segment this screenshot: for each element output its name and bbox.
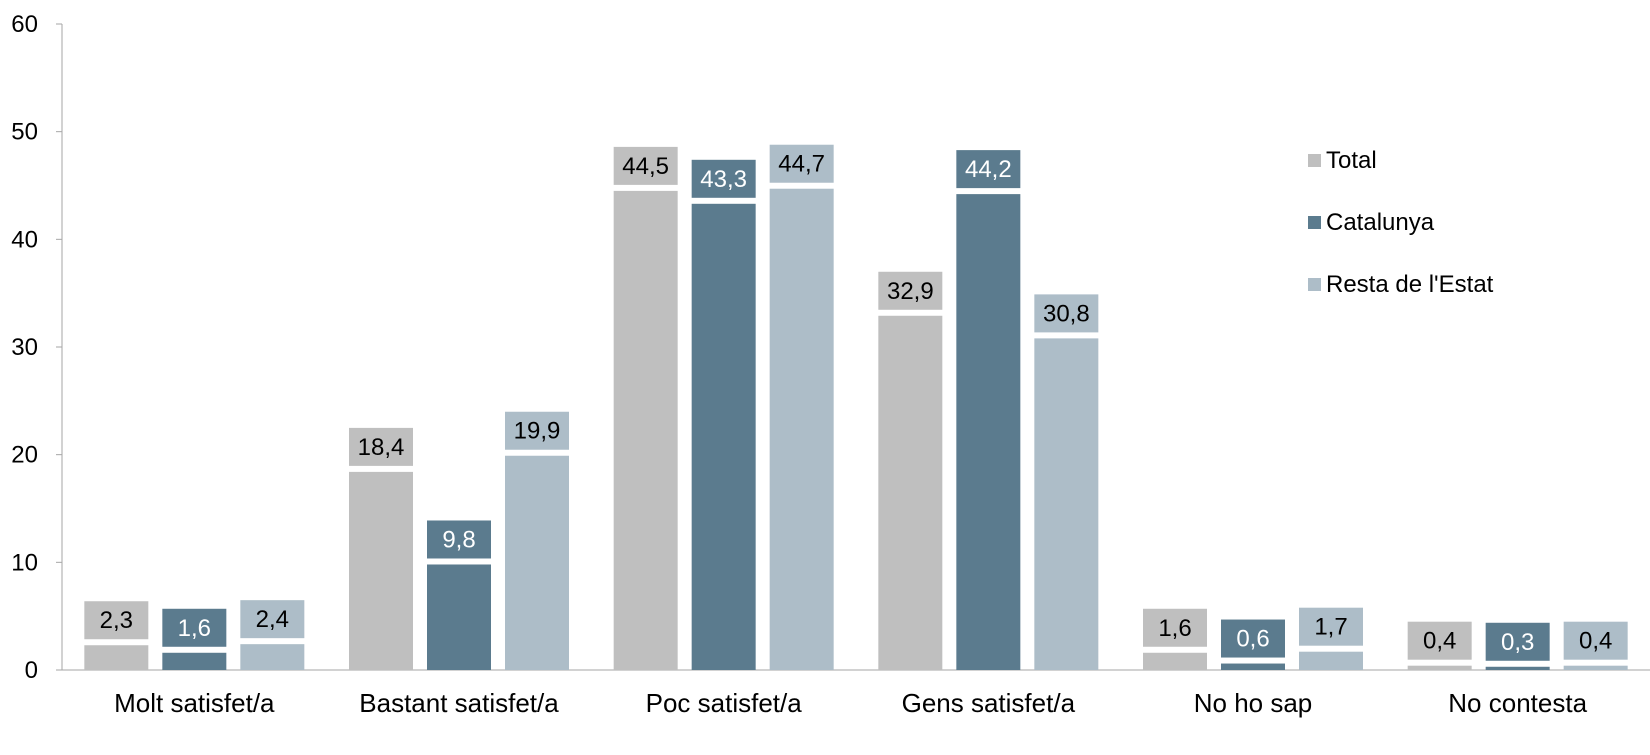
legend-label: Catalunya	[1326, 209, 1435, 236]
data-label: 30,8	[1043, 300, 1090, 327]
bar	[1143, 652, 1207, 670]
legend-label: Resta de l'Estat	[1326, 271, 1494, 298]
data-label-box	[240, 600, 305, 639]
x-category-label: Poc satisfet/a	[646, 688, 803, 718]
bar	[613, 190, 678, 670]
data-label-box	[349, 427, 413, 466]
bar	[691, 203, 756, 670]
data-label: 19,9	[514, 418, 561, 445]
data-label-box	[1299, 607, 1363, 646]
bar	[427, 564, 491, 670]
bar	[505, 455, 569, 670]
y-tick-label: 0	[25, 657, 38, 684]
data-label-box	[427, 520, 491, 559]
data-label-box	[1485, 622, 1550, 661]
data-label-box	[1407, 621, 1472, 660]
data-label: 44,5	[622, 153, 669, 180]
data-label: 1,6	[178, 615, 211, 642]
data-label-box	[878, 271, 943, 310]
y-tick-label: 30	[11, 334, 38, 361]
data-label-box	[162, 608, 227, 647]
legend-swatch	[1308, 216, 1321, 229]
bar	[1563, 665, 1628, 670]
legend: Total Catalunya Resta de l'Estat	[1308, 147, 1494, 298]
bar	[240, 644, 305, 670]
bar	[1034, 338, 1099, 670]
bar	[1407, 665, 1472, 670]
data-label: 2,3	[100, 607, 133, 634]
bars-group	[84, 188, 1628, 671]
data-label-box	[956, 150, 1021, 189]
data-labels-group: 2,3 18,4 44,5 32,9 1,6 0,4 1,6 9,8 43,3 44,2 0,6 0,…	[84, 144, 1628, 661]
y-tick-label: 10	[11, 549, 38, 576]
data-label: 32,9	[887, 278, 934, 305]
data-label: 0,4	[1579, 628, 1612, 655]
y-tick-label: 60	[11, 11, 38, 38]
bar	[84, 645, 149, 670]
bar	[878, 315, 943, 670]
data-label: 0,3	[1501, 629, 1534, 656]
x-category-label: Bastant satisfet/a	[359, 688, 559, 718]
data-label-box	[1143, 608, 1207, 647]
legend-swatch	[1308, 154, 1321, 167]
data-label-box	[769, 144, 834, 183]
data-label: 0,6	[1236, 626, 1269, 653]
y-axis: 0 10 20 30 40 50 60	[11, 11, 63, 684]
bar	[1221, 663, 1285, 670]
bar	[162, 652, 227, 670]
y-tick-label: 20	[11, 442, 38, 469]
data-label: 44,7	[778, 151, 825, 178]
data-label: 44,2	[965, 156, 1012, 183]
bar	[1299, 651, 1363, 670]
data-label-box	[1221, 619, 1285, 658]
y-tick-label: 40	[11, 226, 38, 253]
x-category-label: No ho sap	[1194, 688, 1313, 718]
data-label: 1,6	[1158, 615, 1191, 642]
data-label-box	[1563, 621, 1628, 660]
data-label: 1,7	[1314, 614, 1347, 641]
legend-label: Total	[1326, 147, 1377, 174]
x-category-label: No contesta	[1448, 688, 1587, 718]
data-label-box	[691, 159, 756, 198]
x-category-label: Molt satisfet/a	[114, 688, 275, 718]
data-label: 0,4	[1423, 628, 1456, 655]
x-axis: Molt satisfet/a Bastant satisfet/a Poc sat…	[62, 669, 1650, 718]
y-tick-label: 50	[11, 119, 38, 146]
legend-swatch	[1308, 278, 1321, 291]
bar	[769, 188, 834, 671]
bar	[1485, 666, 1550, 670]
data-label-box	[1034, 294, 1099, 333]
data-label-box	[505, 411, 569, 450]
data-label: 43,3	[700, 166, 747, 193]
bar	[956, 194, 1021, 670]
data-label-box	[613, 146, 678, 185]
bar	[349, 471, 413, 670]
data-label: 9,8	[442, 526, 475, 553]
data-label-box	[84, 601, 149, 640]
data-label: 18,4	[358, 434, 405, 461]
x-category-label: Gens satisfet/a	[902, 688, 1076, 718]
data-label: 2,4	[256, 606, 289, 633]
